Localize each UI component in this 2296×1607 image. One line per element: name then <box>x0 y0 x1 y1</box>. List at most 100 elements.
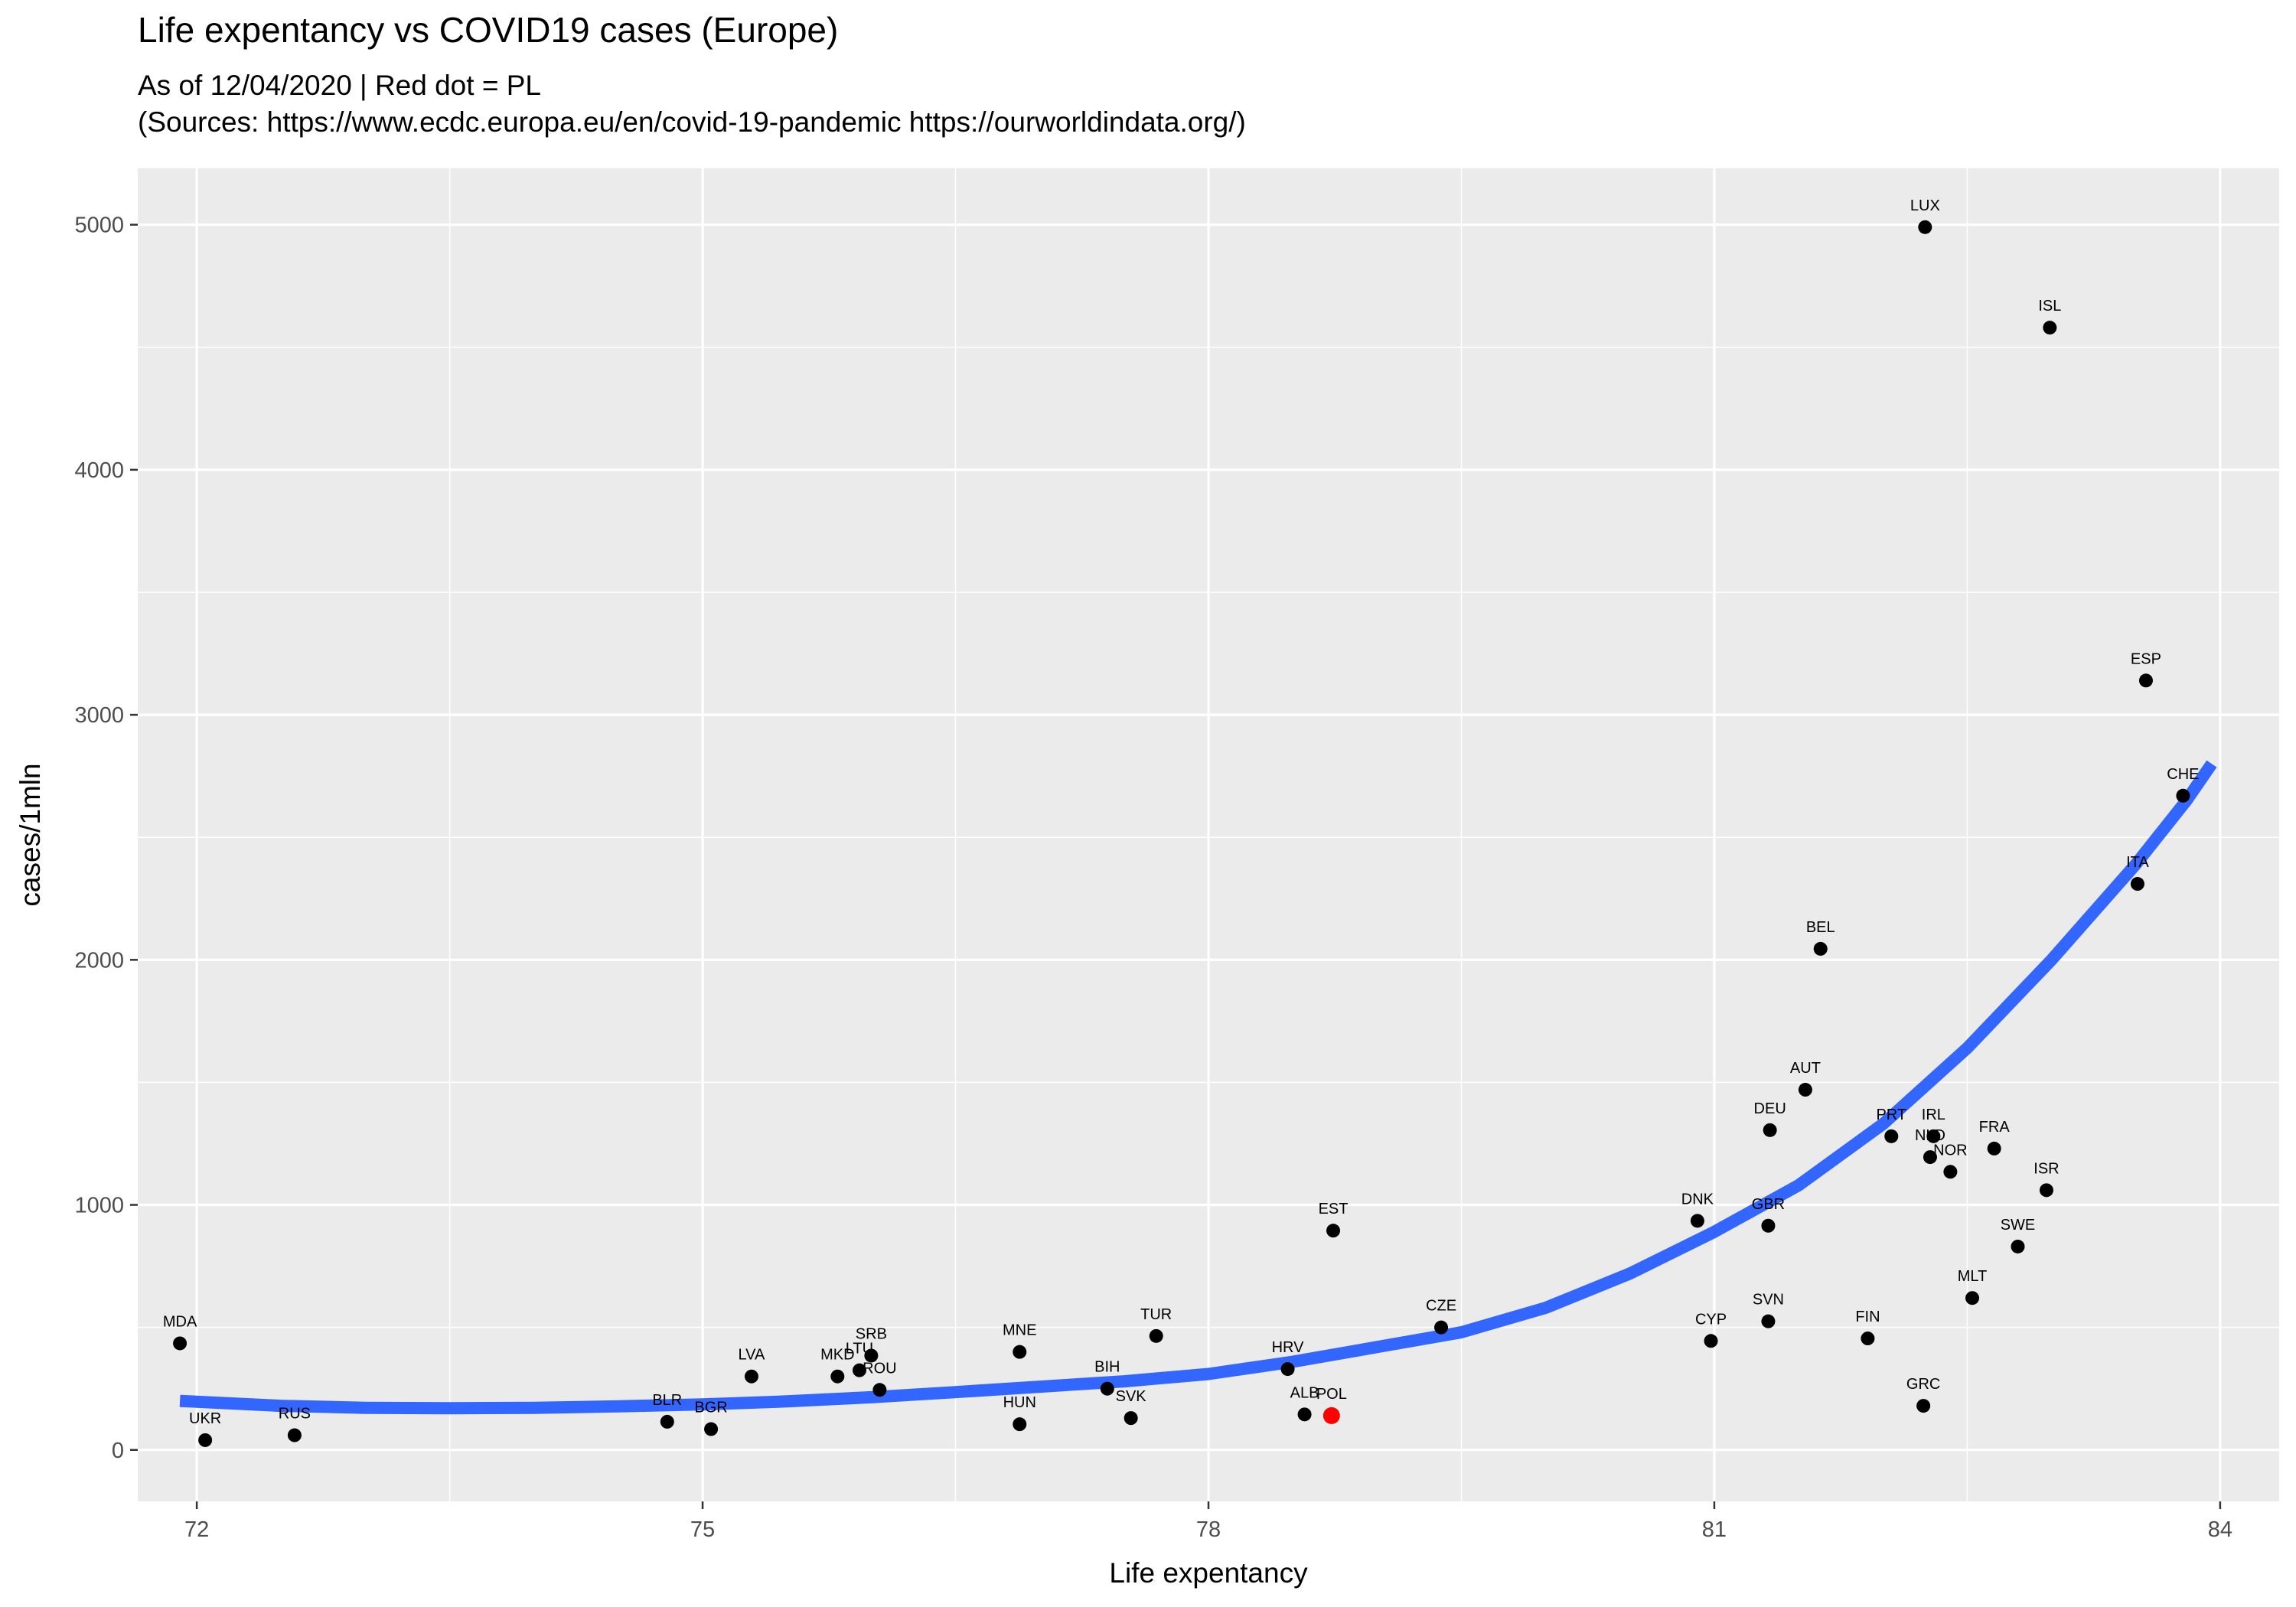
data-point-nld <box>1923 1150 1937 1165</box>
data-point-bih <box>1100 1381 1114 1396</box>
data-point-ukr <box>198 1433 213 1447</box>
data-point-ita <box>2130 877 2144 892</box>
point-label-nor: NOR <box>1933 1142 1967 1159</box>
data-point-gbr <box>1761 1218 1776 1233</box>
data-point-mkd <box>830 1369 845 1384</box>
data-point-est <box>1326 1224 1341 1238</box>
trend-line <box>179 760 2217 1415</box>
data-point-isr <box>2039 1183 2053 1198</box>
point-label-deu: DEU <box>1754 1100 1786 1117</box>
x-tick-label: 72 <box>184 1517 209 1542</box>
point-label-lux: LUX <box>1910 197 1940 214</box>
data-point-rus <box>287 1428 302 1442</box>
data-point-fra <box>1987 1141 2001 1156</box>
point-label-est: EST <box>1319 1201 1349 1217</box>
point-label-bih: BIH <box>1094 1359 1120 1376</box>
y-tick-label: 3000 <box>74 703 124 728</box>
point-label-isl: ISL <box>2038 298 2061 315</box>
data-point-svn <box>1761 1314 1776 1328</box>
data-point-tur <box>1149 1328 1163 1343</box>
data-point-hun <box>1013 1417 1027 1432</box>
x-tick-label: 78 <box>1196 1517 1221 1542</box>
x-tick-label: 81 <box>1702 1517 1727 1542</box>
data-point-lva <box>744 1369 758 1384</box>
data-point-srb <box>864 1348 879 1363</box>
point-label-fin: FIN <box>1855 1309 1880 1325</box>
trend-layer <box>179 760 2217 1415</box>
point-label-ukr: UKR <box>189 1410 221 1427</box>
data-point-pol <box>1322 1407 1340 1424</box>
point-label-fra: FRA <box>1979 1119 2011 1136</box>
y-axis: 0 1000 2000 3000 4000 5000 <box>74 214 138 1463</box>
data-point-lux <box>1918 220 1932 234</box>
x-axis: 72 75 78 81 84 <box>184 1501 2232 1542</box>
point-label-isr: ISR <box>2033 1160 2059 1177</box>
point-label-grc: GRC <box>1906 1376 1940 1393</box>
data-point-bgr <box>704 1422 719 1436</box>
x-tick-label: 75 <box>690 1517 715 1542</box>
data-point-mlt <box>1965 1291 1980 1305</box>
data-point-rou <box>872 1383 887 1397</box>
subtitle-line-date: As of 12/04/2020 | Red dot = PL <box>138 70 541 101</box>
data-point-che <box>2176 788 2190 803</box>
data-point-blr <box>660 1414 674 1429</box>
data-point-prt <box>1884 1129 1899 1143</box>
data-point-aut <box>1798 1083 1812 1097</box>
data-point-irl <box>1926 1129 1941 1143</box>
point-label-mne: MNE <box>1003 1322 1036 1339</box>
data-point-ltu <box>852 1363 866 1377</box>
point-label-alb: ALB <box>1290 1384 1319 1401</box>
point-label-rus: RUS <box>279 1406 311 1423</box>
point-label-cze: CZE <box>1426 1298 1456 1315</box>
subtitle-line-sources: (Sources: https://www.ecdc.europa.eu/en/… <box>138 106 1246 138</box>
data-point-nor <box>1943 1165 1958 1179</box>
point-label-svn: SVN <box>1753 1292 1784 1309</box>
point-label-che: CHE <box>2167 766 2199 783</box>
data-point-svk <box>1124 1411 1138 1426</box>
point-label-rou: ROU <box>863 1360 896 1377</box>
point-label-tur: TUR <box>1140 1306 1172 1323</box>
point-label-mlt: MLT <box>1958 1268 1988 1285</box>
point-label-hrv: HRV <box>1272 1339 1305 1356</box>
point-label-esp: ESP <box>2131 650 2161 667</box>
data-point-mne <box>1013 1345 1027 1359</box>
point-label-nld: NLD <box>1915 1127 1945 1144</box>
point-label-svk: SVK <box>1116 1388 1147 1405</box>
point-label-hun: HUN <box>1003 1394 1036 1411</box>
data-point-cze <box>1434 1320 1449 1335</box>
point-label-mda: MDA <box>163 1313 197 1330</box>
point-label-dnk: DNK <box>1681 1191 1714 1208</box>
chart-subtitle: As of 12/04/2020 | Red dot = PL (Sources… <box>138 67 1246 141</box>
point-label-lva: LVA <box>739 1347 765 1364</box>
point-label-bel: BEL <box>1806 919 1835 936</box>
data-point-esp <box>2138 673 2153 688</box>
data-point-bel <box>1813 941 1828 956</box>
data-point-alb <box>1297 1407 1312 1422</box>
point-label-bgr: BGR <box>694 1400 727 1416</box>
point-label-cyp: CYP <box>1695 1311 1727 1328</box>
chart-title: Life expentancy vs COVID19 cases (Europe… <box>138 10 839 50</box>
y-tick-label: 5000 <box>74 214 124 238</box>
data-point-mda <box>173 1336 188 1351</box>
data-point-deu <box>1763 1123 1777 1137</box>
y-axis-title: cases/1mln <box>15 763 46 906</box>
point-label-ita: ITA <box>2126 854 2149 871</box>
y-tick-label: 2000 <box>74 948 124 973</box>
data-point-fin <box>1861 1332 1875 1346</box>
point-label-srb: SRB <box>856 1325 887 1342</box>
y-tick-label: 1000 <box>74 1194 124 1218</box>
point-label-mkd: MKD <box>820 1347 854 1364</box>
data-point-hrv <box>1280 1362 1295 1377</box>
y-tick-label: 0 <box>112 1439 124 1463</box>
points-layer <box>173 220 2190 1447</box>
point-label-blr: BLR <box>652 1392 682 1409</box>
point-label-gbr: GBR <box>1752 1196 1785 1213</box>
point-label-aut: AUT <box>1790 1060 1821 1077</box>
point-label-prt: PRT <box>1876 1107 1906 1123</box>
point-label-irl: IRL <box>1922 1107 1945 1123</box>
point-label-swe: SWE <box>2001 1217 2036 1234</box>
x-axis-title: Life expentancy <box>1109 1557 1308 1589</box>
data-point-grc <box>1916 1399 1931 1413</box>
